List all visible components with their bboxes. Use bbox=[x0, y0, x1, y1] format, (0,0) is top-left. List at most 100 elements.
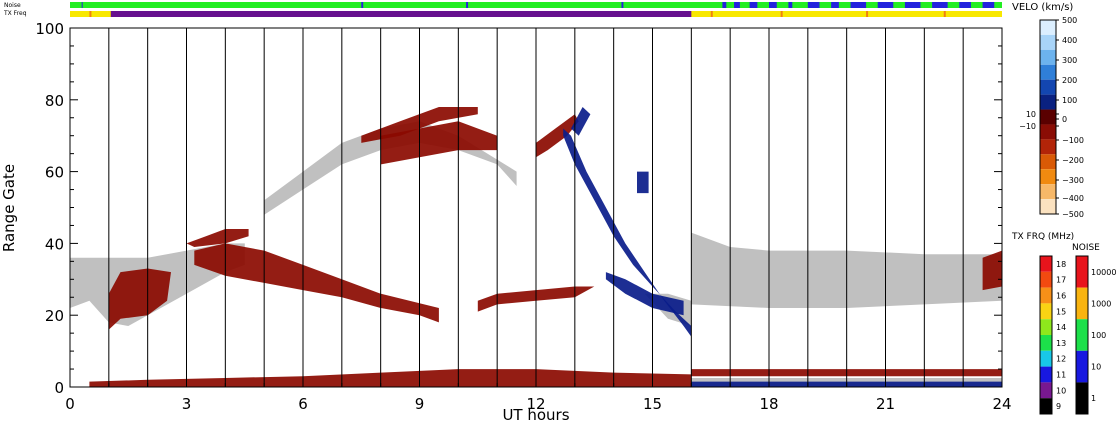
noise-bar-segment-4 bbox=[722, 2, 727, 8]
status-bars: Noise TX Freq bbox=[3, 2, 1002, 17]
tx-frequency-color-scale: TX FRQ (MHz) 18 17 16 15 14 13 12 11 10 9 bbox=[1011, 232, 1074, 415]
x-axis: 0 3 6 9 12 15 18 21 24 bbox=[65, 379, 1012, 413]
tx-frequency-scale-block bbox=[1040, 382, 1052, 399]
tx-frequency-scale-block bbox=[1040, 366, 1052, 383]
tx-frequency-scale-label: 14 bbox=[1056, 323, 1066, 332]
noise-bar-segment-14 bbox=[932, 2, 948, 8]
noise-scale-label: 1000 bbox=[1091, 299, 1111, 308]
velocity-scale-block bbox=[1040, 124, 1056, 140]
tx-frequency-scale-title: TX FRQ (MHz) bbox=[1011, 232, 1074, 242]
negative-scatter-region-9 bbox=[89, 369, 692, 387]
tx-bar-mark-4 bbox=[943, 11, 946, 17]
tx-freq-row-label: TX Freq bbox=[3, 10, 27, 17]
positive-scatter-region-15 bbox=[563, 128, 692, 337]
velocity-scale-block bbox=[1040, 184, 1056, 200]
tx-frequency-scale-block bbox=[1040, 271, 1052, 288]
tx-frequency-scale-label: 16 bbox=[1056, 292, 1066, 301]
tx-frequency-scale-frame bbox=[1039, 255, 1053, 415]
tx-frequency-scale-block bbox=[1040, 303, 1052, 320]
velocity-scale-label: 300 bbox=[1062, 56, 1077, 65]
noise-scale-block bbox=[1076, 256, 1088, 288]
velocity-scale-label: 500 bbox=[1062, 16, 1077, 25]
tx-frequency-scale-label: 10 bbox=[1056, 386, 1066, 395]
velocity-scale-label: 0 bbox=[1062, 115, 1067, 124]
tx-frequency-scale-label: 18 bbox=[1056, 260, 1066, 269]
noise-scale-block bbox=[1076, 287, 1088, 320]
noise-bar-segment-0 bbox=[81, 2, 83, 8]
y-tick-label: 60 bbox=[45, 164, 64, 182]
y-tick-label: 40 bbox=[45, 235, 64, 253]
velocity-scale-block bbox=[1040, 20, 1056, 35]
velocity-scale-label: −100 bbox=[1062, 136, 1084, 145]
velocity-scale-block bbox=[1040, 34, 1056, 50]
velocity-scale-label: −300 bbox=[1062, 176, 1084, 185]
noise-bar-segment-11 bbox=[850, 2, 867, 8]
plot-area: 0 3 6 9 12 15 18 21 24 0 20 40 60 80 100 UT hours Ran… bbox=[0, 20, 1012, 424]
noise-scale-label: 100 bbox=[1091, 331, 1106, 340]
x-tick-label: 12 bbox=[526, 395, 545, 413]
noise-scale-block bbox=[1076, 382, 1088, 414]
velocity-scale-label: −10 bbox=[1019, 122, 1036, 131]
velocity-scale-label: −200 bbox=[1062, 156, 1084, 165]
x-tick-label: 15 bbox=[643, 395, 662, 413]
velocity-scale-label: 100 bbox=[1062, 96, 1077, 105]
noise-bar-segment-2 bbox=[466, 2, 469, 8]
velocity-scale-blocks bbox=[1039, 19, 1057, 215]
negative-scatter-region-6 bbox=[194, 243, 439, 323]
noise-scale-label: 10 bbox=[1091, 363, 1101, 372]
noise-scale-label: 10000 bbox=[1091, 268, 1116, 277]
tx-bar-mark-3 bbox=[866, 11, 869, 17]
noise-scale-labels: 10000 1000 100 10 1 bbox=[1091, 268, 1116, 403]
x-tick-label: 18 bbox=[759, 395, 778, 413]
noise-bar-segment-1 bbox=[361, 2, 364, 8]
velocity-color-scale: VELO (km/s) 500400300200100100−10−100−20… bbox=[1012, 2, 1084, 219]
noise-scale-title: NOISE bbox=[1072, 243, 1100, 253]
y-tick-label: 80 bbox=[45, 92, 64, 110]
tx-frequency-scale-label: 9 bbox=[1056, 402, 1061, 411]
tx-frequency-status-bar bbox=[70, 11, 1002, 17]
noise-bar-segment-8 bbox=[788, 2, 793, 8]
positive-scatter-region-18 bbox=[637, 171, 649, 194]
noise-scale-blocks bbox=[1075, 255, 1089, 415]
tx-frequency-scale-label: 11 bbox=[1056, 371, 1066, 380]
noise-bar-segment-5 bbox=[734, 2, 740, 8]
velocity-scale-title: VELO (km/s) bbox=[1012, 2, 1073, 13]
tx-bar-segment bbox=[110, 11, 692, 17]
velocity-scale-block bbox=[1040, 79, 1056, 95]
noise-bar-segment-16 bbox=[982, 2, 995, 8]
tx-frequency-scale-block bbox=[1040, 350, 1052, 367]
x-tick-label: 6 bbox=[298, 395, 308, 413]
negative-scatter-region-8 bbox=[186, 229, 249, 247]
tx-frequency-scale-label: 17 bbox=[1056, 276, 1066, 285]
hour-grid-lines bbox=[108, 28, 964, 387]
velocity-scale-block bbox=[1040, 109, 1056, 125]
y-axis-label: Range Gate bbox=[0, 164, 18, 252]
velocity-scale-label: −500 bbox=[1062, 210, 1084, 219]
noise-bar-segment-9 bbox=[807, 2, 820, 8]
noise-scale-block bbox=[1076, 350, 1088, 383]
velocity-scale-block bbox=[1040, 169, 1056, 185]
velocity-scale-block bbox=[1040, 139, 1056, 155]
tx-bar-mark-1 bbox=[710, 11, 713, 17]
velocity-scale-label: −400 bbox=[1062, 194, 1084, 203]
noise-scale-block bbox=[1076, 319, 1088, 351]
tx-frequency-scale-block bbox=[1040, 335, 1052, 351]
x-tick-label: 3 bbox=[182, 395, 192, 413]
velocity-scale-label: 200 bbox=[1062, 76, 1077, 85]
tx-frequency-scale-label: 15 bbox=[1056, 307, 1066, 316]
velocity-scale-block bbox=[1040, 49, 1056, 65]
tx-bar-mark-2 bbox=[780, 11, 783, 17]
y-tick-label: 100 bbox=[35, 20, 64, 38]
positive-scatter-region-16 bbox=[605, 272, 684, 316]
noise-bar-segment-10 bbox=[831, 2, 839, 8]
tx-frequency-scale-block bbox=[1040, 398, 1052, 414]
velocity-scale-block bbox=[1040, 94, 1056, 110]
tx-frequency-scale-block bbox=[1040, 256, 1052, 272]
velocity-scale-label: 10 bbox=[1026, 110, 1036, 119]
x-axis-label: UT hours bbox=[502, 406, 569, 424]
velocity-scale-frame bbox=[1039, 19, 1057, 215]
noise-scale-label: 1 bbox=[1091, 394, 1096, 403]
velocity-scale-block bbox=[1040, 199, 1056, 214]
